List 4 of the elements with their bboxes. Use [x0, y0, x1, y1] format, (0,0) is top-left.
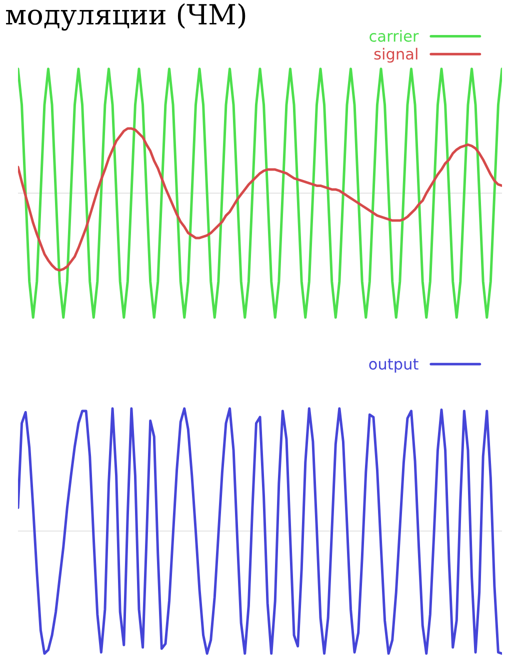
legend-label: carrier [370, 30, 419, 42]
chart-title: модуляции (ЧМ) [6, 3, 246, 31]
legend-label: signal [374, 48, 418, 63]
legend-label: output [369, 358, 418, 373]
